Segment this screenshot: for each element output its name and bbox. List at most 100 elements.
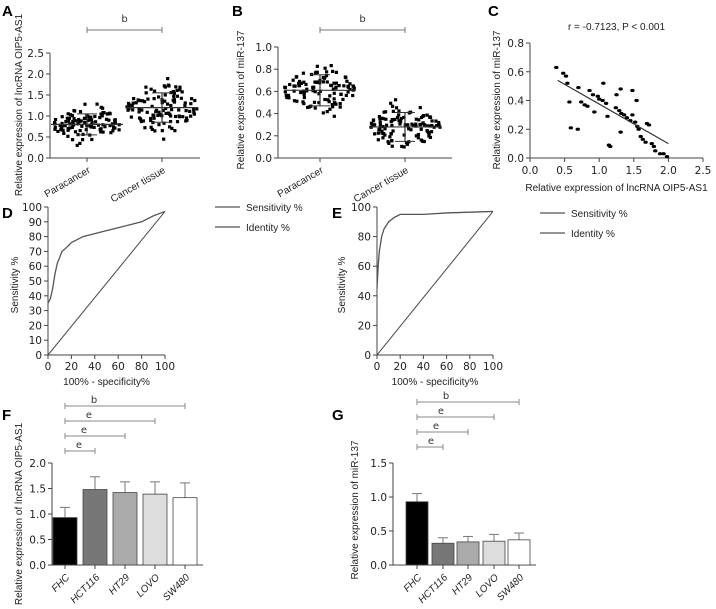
y-tick-label: 2.0 — [27, 69, 44, 81]
y-tick-label: 1.5 — [27, 90, 44, 102]
data-point — [163, 85, 167, 89]
data-point — [104, 117, 109, 121]
y-tick-label: 0.4 — [507, 96, 524, 108]
data-point — [414, 134, 418, 138]
data-point — [390, 138, 394, 143]
data-point — [166, 76, 170, 81]
data-point — [84, 128, 88, 132]
data-point — [398, 122, 402, 126]
data-point — [601, 81, 606, 85]
data-point — [131, 108, 135, 112]
x-tick-label: HCT116 — [69, 572, 103, 606]
data-point — [585, 104, 590, 108]
data-point — [397, 109, 401, 113]
data-point — [409, 128, 413, 132]
data-point — [295, 99, 299, 103]
y-tick-label: 40 — [29, 291, 42, 303]
y-tick-label: 0.2 — [255, 131, 272, 143]
data-point — [73, 119, 77, 123]
significance-label: e — [86, 410, 92, 421]
y-tick-label: 50 — [29, 276, 42, 288]
data-point — [321, 75, 325, 80]
data-point — [636, 127, 641, 131]
data-point — [108, 123, 112, 128]
data-point — [338, 105, 342, 109]
data-point — [332, 97, 336, 101]
data-point — [90, 121, 94, 125]
x-tick-label: 40 — [417, 361, 430, 373]
data-point — [172, 94, 176, 98]
bar-sw480 — [172, 497, 198, 566]
data-point — [98, 116, 102, 120]
data-point — [146, 97, 150, 101]
data-point — [410, 122, 414, 126]
data-point — [117, 128, 121, 132]
data-point — [325, 80, 329, 84]
data-point — [373, 132, 377, 136]
data-point — [419, 127, 423, 131]
data-point — [179, 96, 183, 100]
data-point — [67, 116, 72, 120]
significance-label: e — [438, 406, 444, 417]
data-point — [88, 124, 92, 128]
data-point — [568, 126, 574, 130]
data-point — [136, 98, 140, 102]
data-point — [634, 98, 639, 103]
data-point — [579, 100, 584, 104]
data-point — [153, 129, 157, 133]
data-point — [306, 105, 310, 110]
data-point — [425, 124, 430, 128]
significance-label: b — [443, 391, 449, 402]
y-tick-label: 0.4 — [255, 109, 272, 121]
data-point — [173, 114, 178, 119]
data-point — [331, 87, 335, 91]
data-point — [66, 128, 70, 132]
roc-curve — [47, 210, 166, 304]
data-point — [73, 130, 78, 134]
y-tick-label: 0.0 — [255, 153, 272, 165]
y-tick-label: 1.5 — [370, 458, 387, 470]
data-point — [395, 115, 400, 120]
y-tick-label: 0.5 — [370, 526, 387, 538]
data-point — [183, 101, 187, 105]
data-point — [328, 107, 332, 111]
y-tick-label: 0.6 — [507, 67, 524, 79]
data-point — [332, 81, 336, 85]
x-tick-label: 80 — [135, 361, 148, 373]
data-point — [390, 123, 394, 128]
x-tick-label: 1.0 — [591, 165, 608, 177]
data-point — [638, 134, 643, 139]
data-point — [378, 120, 382, 124]
data-point — [292, 99, 297, 103]
data-point — [332, 114, 336, 118]
data-point — [608, 144, 613, 149]
data-point — [60, 121, 64, 126]
data-point — [193, 98, 197, 103]
bar-lovo — [142, 493, 168, 566]
panel-label-g: G — [332, 407, 344, 424]
data-point — [101, 111, 105, 115]
data-point — [173, 129, 177, 133]
y-tick-label: 80 — [29, 232, 42, 244]
data-point — [140, 99, 145, 103]
data-point — [414, 117, 418, 121]
data-point — [384, 117, 388, 121]
data-point — [348, 87, 352, 92]
data-point — [163, 93, 167, 97]
bar-sw480 — [507, 539, 531, 566]
data-point — [383, 133, 387, 137]
x-axis-label: Relative expression of lncRNA OIP5-AS1 — [525, 183, 708, 194]
data-point — [130, 104, 134, 108]
regression-line — [557, 79, 669, 145]
data-point — [89, 115, 93, 119]
x-tick-label: 0 — [374, 361, 381, 373]
data-point — [345, 79, 349, 83]
legend-label: Sensitivity % — [246, 203, 303, 214]
data-point — [143, 126, 147, 130]
y-tick-label: 60 — [29, 261, 42, 273]
data-point — [132, 96, 136, 101]
data-point — [66, 112, 70, 116]
data-point — [170, 108, 174, 112]
data-point — [291, 78, 295, 82]
data-point — [422, 139, 426, 144]
